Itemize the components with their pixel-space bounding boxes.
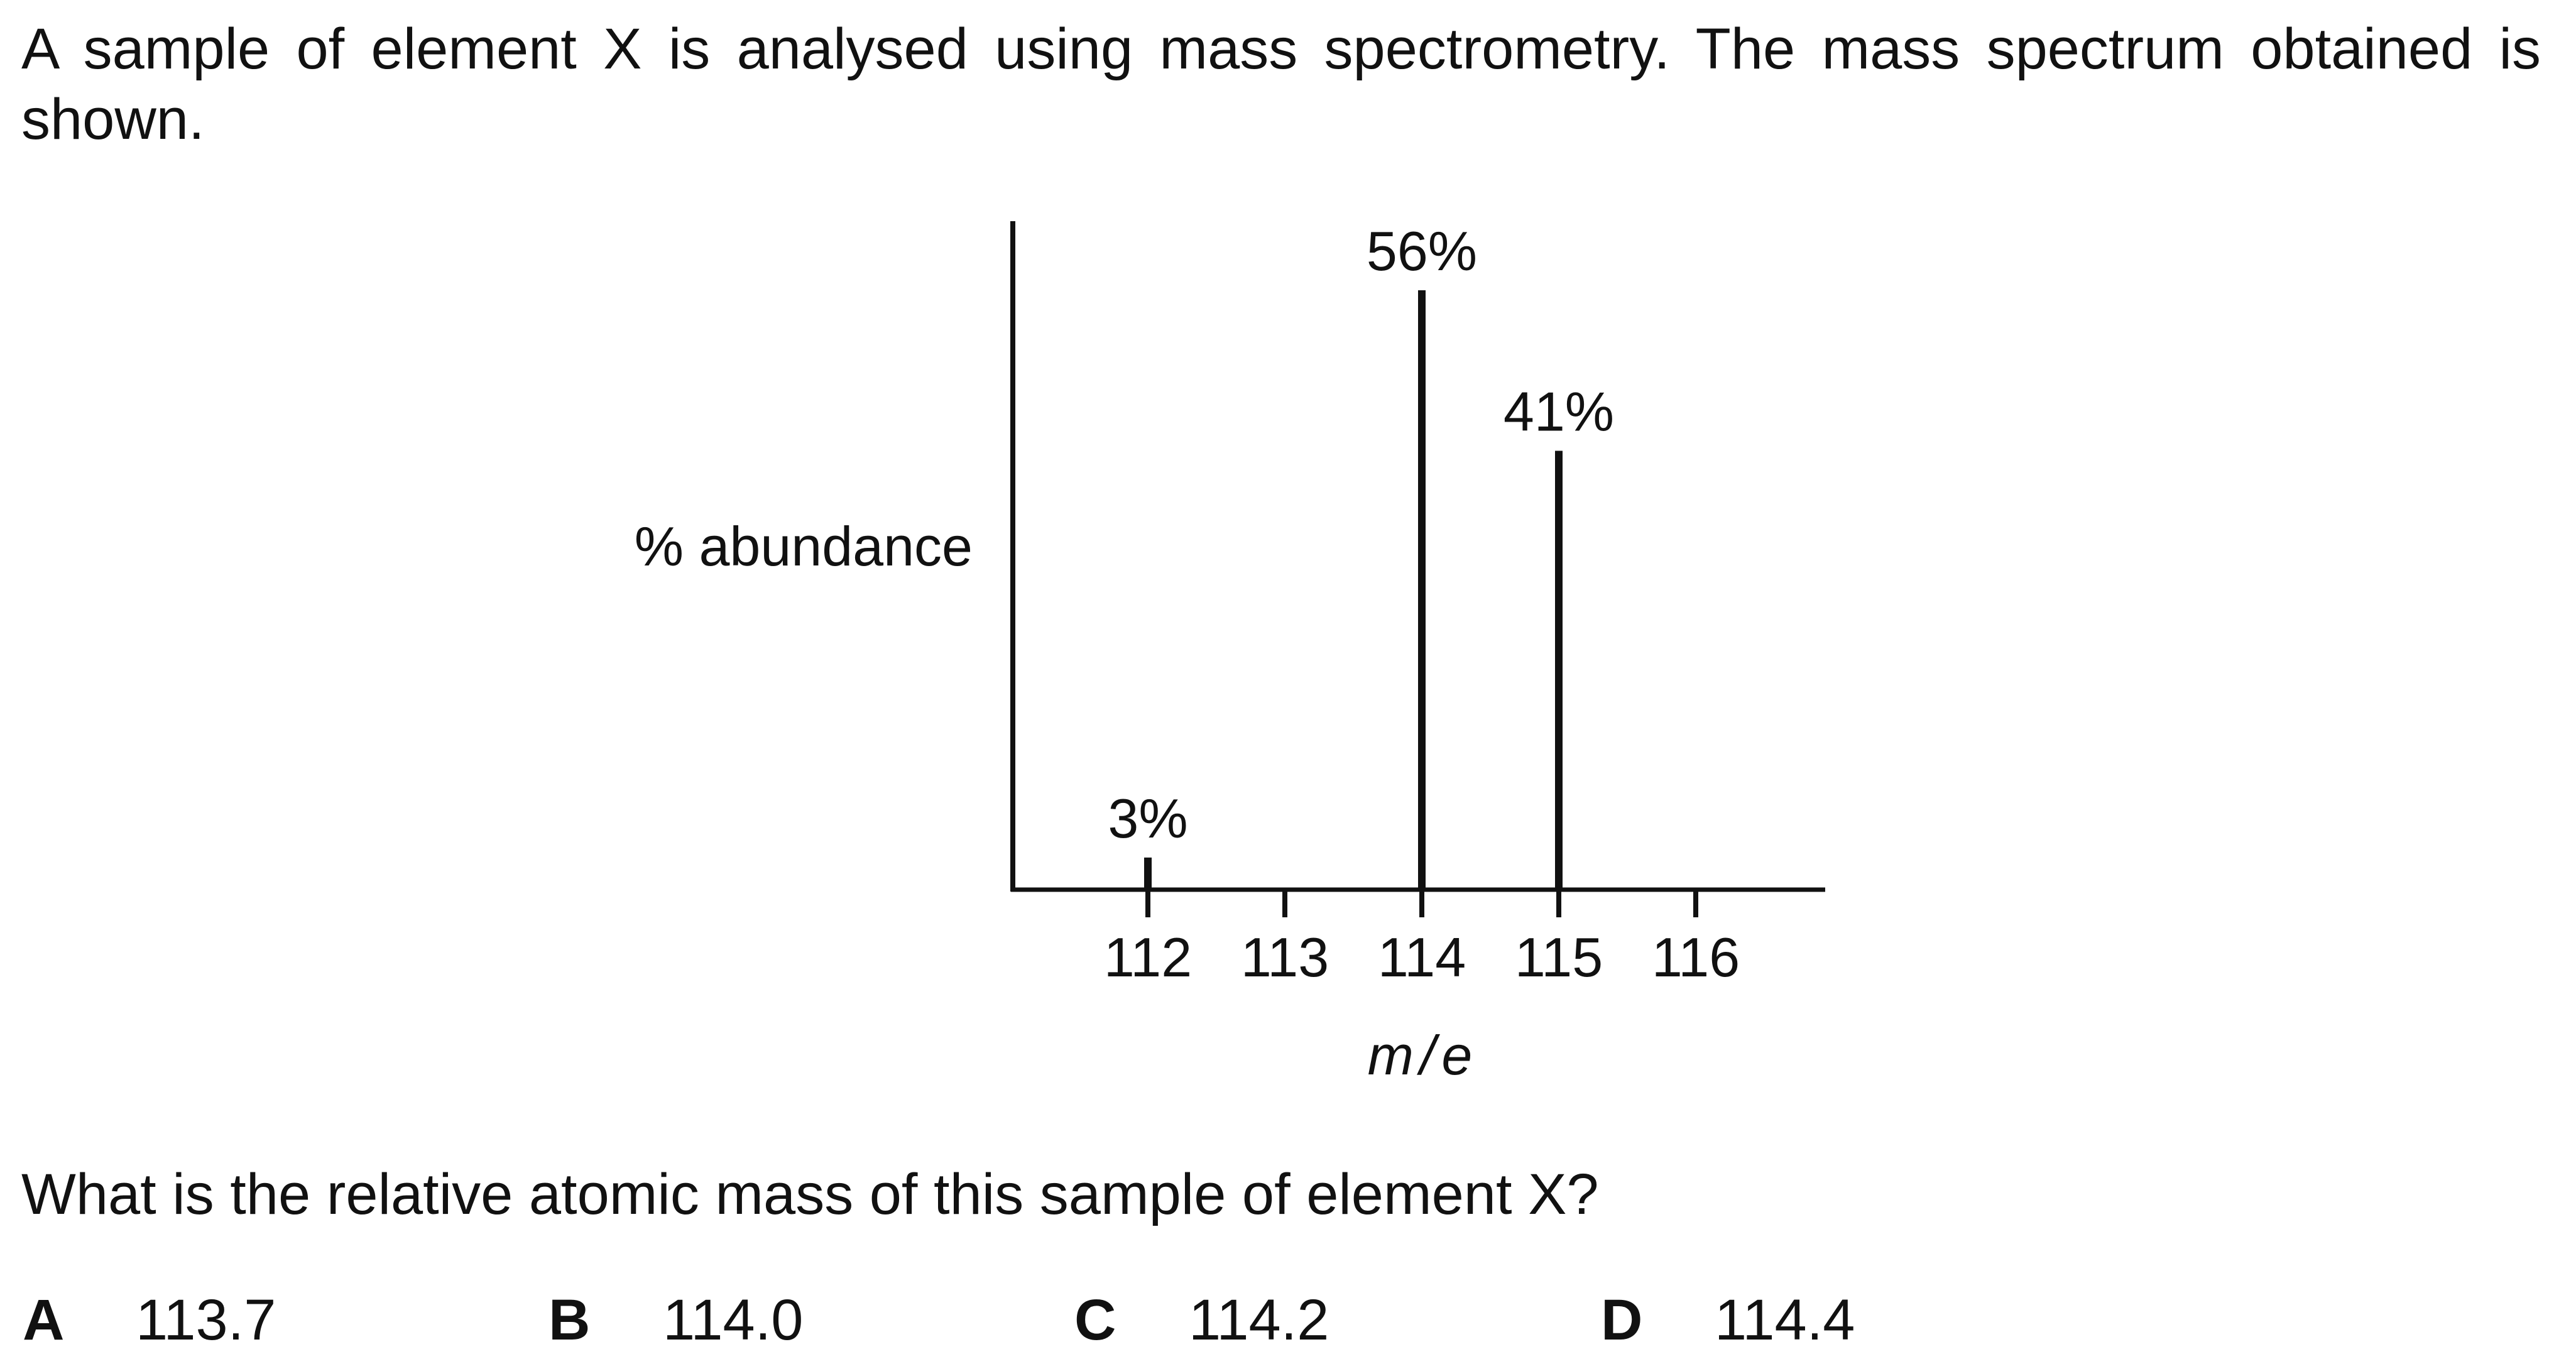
x-axis-label: m / e [1368, 1024, 1473, 1086]
option-d-value[interactable]: 114.4 [1715, 1288, 1855, 1352]
x-tick-label-116: 116 [1652, 926, 1740, 988]
peak-label-114: 56% [1367, 220, 1477, 282]
question-intro: A sample of element X is analysed using … [21, 17, 2541, 151]
x-tick-label-114: 114 [1378, 926, 1466, 988]
option-a-letter[interactable]: A [23, 1288, 65, 1352]
question-prompt: What is the relative atomic mass of this… [21, 1162, 1599, 1226]
option-d-letter[interactable]: D [1601, 1288, 1643, 1352]
peak-label-115: 41% [1504, 381, 1614, 443]
mass-spectrum-chart: 112 113 114 115 116 3% 56% 41% % abundance m / e [635, 220, 1825, 1086]
option-b-value[interactable]: 114.0 [663, 1288, 804, 1352]
y-axis-label: % abundance [635, 515, 973, 577]
x-tick-label-112: 112 [1104, 926, 1192, 988]
x-ticks: 112 113 114 115 116 [1104, 890, 1740, 988]
x-tick-label-113: 113 [1241, 926, 1329, 988]
data-labels: 3% 56% 41% [1108, 220, 1614, 849]
option-a-value[interactable]: 113.7 [136, 1288, 276, 1352]
option-b-letter[interactable]: B [548, 1288, 591, 1352]
option-c-letter[interactable]: C [1074, 1288, 1116, 1352]
peak-label-112: 3% [1108, 787, 1187, 849]
spectrum-peaks [1144, 290, 1563, 890]
option-c-value[interactable]: 114.2 [1189, 1288, 1329, 1352]
x-tick-label-115: 115 [1515, 926, 1603, 988]
